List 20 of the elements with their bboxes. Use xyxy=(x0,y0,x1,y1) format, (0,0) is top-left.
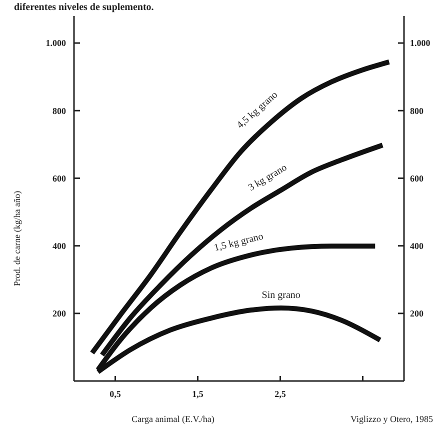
y2-tick-label: 400 xyxy=(410,240,424,251)
y2-tick-label: 1.000 xyxy=(410,38,431,48)
y-tick-label: 1.000 xyxy=(46,38,66,48)
y2-tick-label: 200 xyxy=(410,308,424,319)
y2-tick-label: 800 xyxy=(410,106,424,116)
y-tick-label: 400 xyxy=(52,240,66,251)
y2-tick-label: 600 xyxy=(410,173,424,184)
x-tick-label: 2,5 xyxy=(274,389,286,399)
series-label: Sin grano xyxy=(262,290,300,301)
text: Viglizzo y Otero, 1985 xyxy=(350,414,434,424)
text: 1,5 kg grano xyxy=(213,231,264,254)
y-axis-title: Prod. de carne (kg/ha año) xyxy=(12,190,22,286)
x-tick-label: 0,5 xyxy=(110,389,122,399)
y-tick-label: 600 xyxy=(52,173,66,184)
x-tick-label: 1,5 xyxy=(192,389,204,399)
text: 3 kg grano xyxy=(246,162,289,194)
x-axis-title: Carga animal (E.V./ha) xyxy=(132,414,214,424)
y-tick-label: 200 xyxy=(52,308,66,319)
y-tick-label: 800 xyxy=(52,106,66,116)
chart-title: diferentes niveles de suplemento. xyxy=(14,2,154,13)
